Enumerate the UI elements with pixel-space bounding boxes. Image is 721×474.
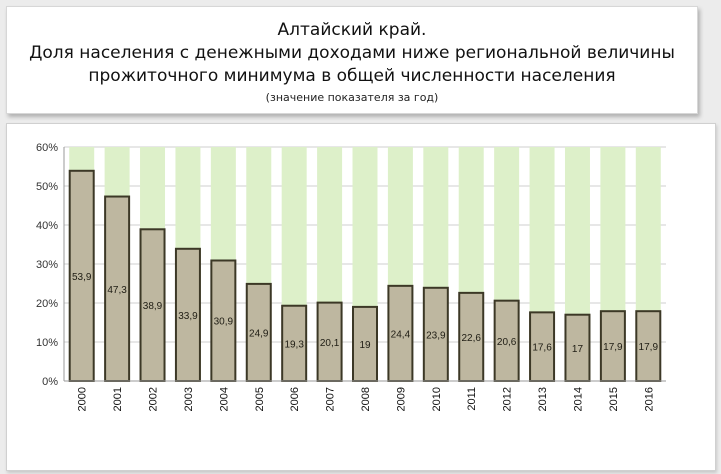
data-label: 17 <box>572 344 584 355</box>
chart-title-line-3: прожиточного минимума в общей численност… <box>88 66 616 86</box>
x-tick-label: 2000 <box>77 387 89 411</box>
bar <box>281 304 308 382</box>
x-tick-label: 2012 <box>502 387 514 411</box>
data-label: 33,9 <box>178 311 198 322</box>
data-label: 38,9 <box>143 301 163 312</box>
y-tick-label: 10% <box>36 337 58 349</box>
x-tick-label: 2016 <box>643 387 655 411</box>
x-tick-label: 2006 <box>289 387 301 411</box>
data-label: 24,9 <box>249 328 269 339</box>
x-tick-label: 2010 <box>431 387 443 411</box>
data-label: 23,9 <box>426 330 446 341</box>
y-tick-label: 30% <box>36 259 58 271</box>
data-label: 17,9 <box>639 342 659 353</box>
x-tick-label: 2015 <box>608 387 620 411</box>
x-tick-label: 2004 <box>218 387 230 411</box>
y-tick-label: 0% <box>42 376 58 388</box>
x-tick-label: 2008 <box>360 387 372 411</box>
bar <box>174 247 201 383</box>
chart-panel: 0% 10% 20% 30% 40% 50% 60% 53,9 2000 47,3 2001 38,9… <box>6 123 716 471</box>
bar-chart: 0% 10% 20% 30% 40% 50% 60% 53,9 2000 47,3 2001 38,9… <box>36 142 666 411</box>
chart-title-line-2: Доля населения с денежными доходами ниже… <box>29 43 675 63</box>
bar <box>210 259 237 383</box>
x-tick-label: 2011 <box>466 387 478 411</box>
data-label: 17,9 <box>603 342 623 353</box>
x-tick-label: 2013 <box>537 387 549 411</box>
bar <box>245 282 272 382</box>
y-tick-label: 20% <box>36 298 58 310</box>
data-label: 53,9 <box>72 272 92 283</box>
chart-subtitle: (значение показателя за год) <box>265 91 439 104</box>
chart-title-region: Алтайский край. <box>277 20 427 40</box>
data-label: 20,1 <box>320 338 340 349</box>
x-tick-label: 2007 <box>325 387 337 411</box>
data-label: 19,3 <box>284 339 304 350</box>
x-tick-label: 2002 <box>148 387 160 411</box>
data-label: 20,6 <box>497 337 517 348</box>
data-label: 24,4 <box>391 329 411 340</box>
data-label: 30,9 <box>214 317 234 328</box>
data-label: 17,6 <box>532 343 552 354</box>
x-tick-label: 2003 <box>183 387 195 411</box>
data-label: 19 <box>359 340 371 351</box>
bar <box>139 228 166 383</box>
y-tick-label: 50% <box>36 181 58 193</box>
bar <box>104 195 131 382</box>
bar <box>564 313 591 382</box>
y-tick-label: 60% <box>36 142 58 154</box>
x-tick-label: 2009 <box>395 387 407 411</box>
y-tick-label: 40% <box>36 220 58 232</box>
x-tick-label: 2014 <box>572 387 584 411</box>
data-label: 22,6 <box>462 333 482 344</box>
x-tick-label: 2005 <box>254 387 266 411</box>
x-tick-label: 2001 <box>112 387 124 411</box>
data-label: 47,3 <box>107 285 127 296</box>
chart-title-panel: Алтайский край. Доля населения с денежны… <box>6 6 698 114</box>
